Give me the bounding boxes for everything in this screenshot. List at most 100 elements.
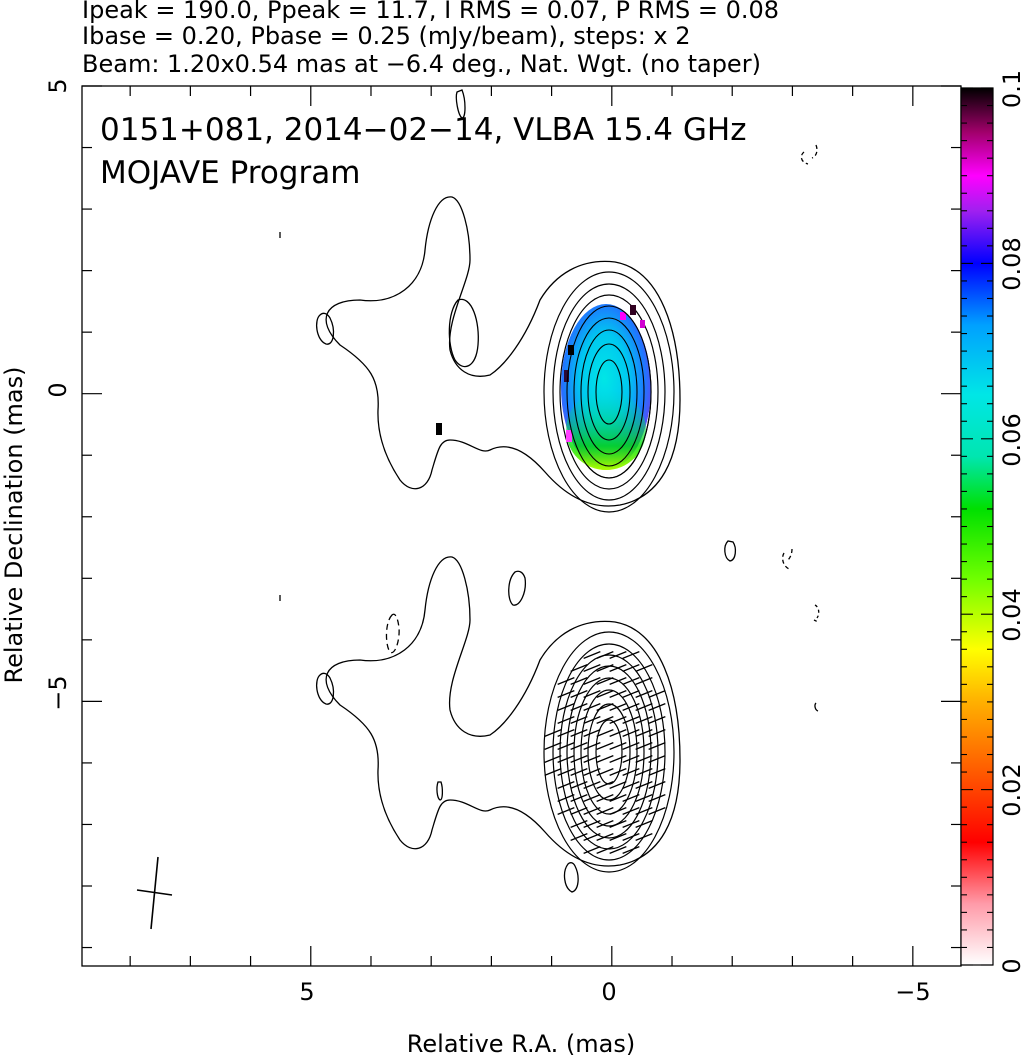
evpa-vector bbox=[622, 781, 640, 789]
evpa-vector bbox=[609, 716, 627, 724]
evpa-vector bbox=[570, 664, 588, 672]
colorbar-ticks bbox=[961, 87, 993, 966]
evpa-vector bbox=[570, 768, 588, 776]
evpa-vector bbox=[596, 820, 614, 828]
evpa-vector bbox=[570, 729, 588, 737]
evpa-vector bbox=[648, 794, 666, 802]
evpa-vector bbox=[544, 742, 562, 750]
evpa-vector bbox=[596, 781, 614, 789]
evpa-vector bbox=[622, 755, 640, 763]
evpa-vector bbox=[570, 833, 588, 841]
panel-subtitle: MOJAVE Program bbox=[100, 155, 360, 191]
x-tick-label: 0 bbox=[601, 978, 616, 1006]
bottom-core-contours bbox=[543, 631, 675, 873]
fractional-polarization-map bbox=[561, 304, 651, 470]
evpa-vector bbox=[583, 768, 601, 776]
evpa-vector bbox=[622, 820, 640, 828]
evpa-vector bbox=[648, 742, 666, 750]
plot-frame bbox=[81, 85, 962, 967]
evpa-vector bbox=[583, 664, 601, 672]
evpa-vector bbox=[557, 742, 575, 750]
evpa-vector bbox=[583, 703, 601, 711]
colorbar-tick-label: 0.06 bbox=[998, 413, 1021, 466]
evpa-vector bbox=[635, 833, 653, 841]
evpa-vector bbox=[622, 846, 640, 854]
evpa-vector bbox=[570, 677, 588, 685]
evpa-vector bbox=[609, 846, 627, 854]
evpa-vector bbox=[583, 742, 601, 750]
evpa-vector bbox=[583, 677, 601, 685]
evpa-vector bbox=[635, 677, 653, 685]
evpa-vector bbox=[635, 807, 653, 815]
evpa-vector bbox=[609, 755, 627, 763]
evpa-vector bbox=[583, 690, 601, 698]
evpa-vector bbox=[622, 664, 640, 672]
evpa-vector bbox=[609, 651, 627, 659]
evpa-vector bbox=[570, 781, 588, 789]
evpa-vector bbox=[648, 729, 666, 737]
header-line-1: Ipeak = 190.0, Ppeak = 11.7, I RMS = 0.0… bbox=[82, 0, 779, 24]
evpa-vector bbox=[544, 755, 562, 763]
evpa-vector bbox=[648, 716, 666, 724]
evpa-vector bbox=[557, 807, 575, 815]
evpa-vector bbox=[635, 716, 653, 724]
evpa-vector bbox=[570, 742, 588, 750]
evpa-vector bbox=[583, 794, 601, 802]
evpa-vector bbox=[596, 729, 614, 737]
evpa-vector bbox=[609, 807, 627, 815]
evpa-vector bbox=[648, 807, 666, 815]
colorbar-tick-label: 0.04 bbox=[998, 588, 1021, 641]
evpa-vector bbox=[557, 703, 575, 711]
evpa-vector bbox=[596, 807, 614, 815]
evpa-vector bbox=[635, 664, 653, 672]
evpa-vector bbox=[583, 781, 601, 789]
axis-ticks bbox=[82, 85, 961, 966]
evpa-vector bbox=[570, 716, 588, 724]
evpa-vector bbox=[609, 742, 627, 750]
evpa-vector bbox=[648, 768, 666, 776]
evpa-vector bbox=[583, 716, 601, 724]
evpa-vector bbox=[583, 729, 601, 737]
evpa-vector bbox=[635, 690, 653, 698]
evpa-vector bbox=[596, 703, 614, 711]
y-tick-label: 5 bbox=[44, 78, 72, 93]
evpa-vector bbox=[622, 690, 640, 698]
colorbar-tick-label: 0 bbox=[998, 958, 1021, 973]
colorbar-tick-label: 0.02 bbox=[998, 763, 1021, 816]
evpa-vector bbox=[596, 664, 614, 672]
evpa-vector bbox=[596, 768, 614, 776]
bottom-jet-contour bbox=[279, 540, 820, 893]
evpa-vector bbox=[557, 677, 575, 685]
evpa-vector bbox=[622, 716, 640, 724]
evpa-vector bbox=[635, 703, 653, 711]
evpa-vector bbox=[609, 677, 627, 685]
evpa-vector bbox=[648, 755, 666, 763]
evpa-vector bbox=[622, 742, 640, 750]
panel-title: 0151+081, 2014−02−14, VLBA 15.4 GHz bbox=[100, 112, 746, 148]
evpa-vector bbox=[557, 729, 575, 737]
evpa-vector bbox=[609, 781, 627, 789]
y-tick-label: −5 bbox=[44, 675, 72, 710]
evpa-vector bbox=[570, 794, 588, 802]
evpa-vector bbox=[596, 846, 614, 854]
evpa-vector bbox=[583, 833, 601, 841]
evpa-vector bbox=[648, 703, 666, 711]
evpa-vector bbox=[609, 703, 627, 711]
evpa-vector bbox=[596, 690, 614, 698]
evpa-vector bbox=[583, 755, 601, 763]
evpa-vector bbox=[596, 742, 614, 750]
evpa-vector bbox=[596, 677, 614, 685]
evpa-vector bbox=[635, 742, 653, 750]
evpa-vector bbox=[635, 755, 653, 763]
evpa-vector bbox=[596, 651, 614, 659]
evpa-vector bbox=[609, 664, 627, 672]
evpa-vector bbox=[596, 794, 614, 802]
evpa-vector bbox=[609, 820, 627, 828]
evpa-vector bbox=[583, 651, 601, 659]
evpa-vector bbox=[570, 807, 588, 815]
x-axis-label: Relative R.A. (mas) bbox=[407, 1030, 635, 1058]
evpa-vector bbox=[557, 716, 575, 724]
beam-cross bbox=[136, 856, 173, 930]
y-axis-label: Relative Declination (mas) bbox=[0, 366, 28, 683]
evpa-vector bbox=[622, 794, 640, 802]
